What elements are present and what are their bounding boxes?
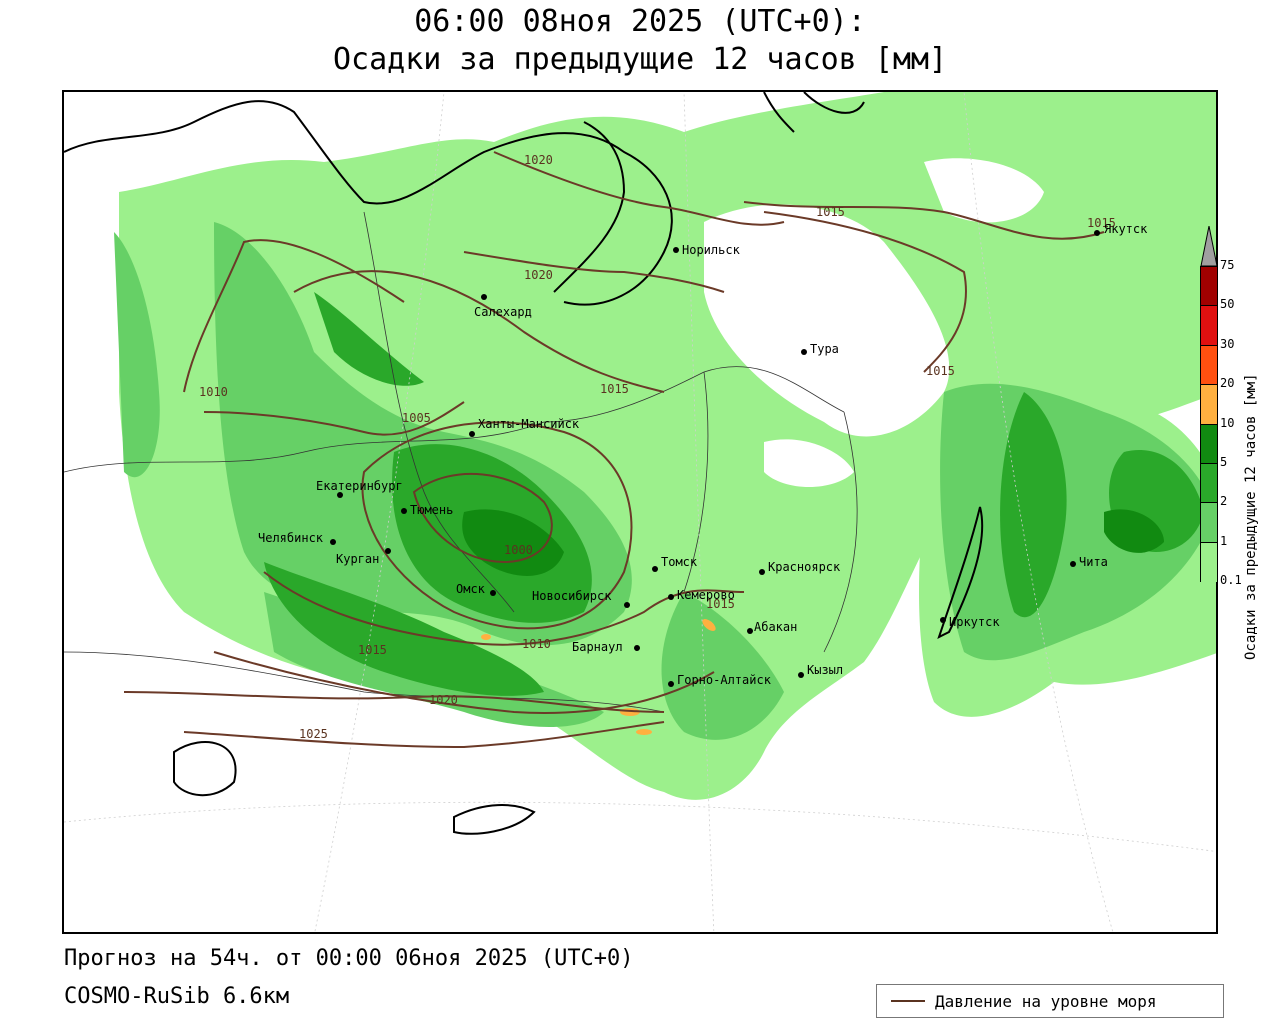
city-label-khanty-mansiysk: Ханты-Мансийск (478, 417, 580, 431)
isobar-labels: 1020 1020 1015 1015 1015 1010 1015 1005 … (199, 153, 1116, 741)
city-label-salekhard: Салехард (474, 305, 532, 319)
precipitation-map: 1020 1020 1015 1015 1015 1010 1015 1005 … (62, 90, 1218, 934)
colorbar-tick-label: 0.1 (1220, 573, 1242, 588)
city-dot (490, 590, 496, 596)
colorbar-tick-label: 1 (1220, 533, 1228, 548)
colorbar-segment (1200, 344, 1218, 386)
city-label-tura: Тура (810, 342, 839, 356)
isobar-legend-label: Давление на уровне моря (935, 991, 1157, 1011)
colorbar-segment (1200, 266, 1218, 307)
colorbar-tick-label: 20 (1220, 376, 1235, 391)
coastline (64, 92, 984, 835)
city-label-chita: Чита (1079, 555, 1108, 569)
city-dot (798, 672, 804, 678)
city-label-tyumen: Тюмень (410, 503, 453, 517)
city-label-kurgan: Курган (336, 552, 379, 566)
isobar-legend: Давление на уровне моря (876, 984, 1224, 1018)
city-dot (401, 508, 407, 514)
colorbar-tick-label: 2 (1220, 494, 1228, 509)
city-dot (652, 566, 658, 572)
colorbar-segment (1200, 384, 1218, 425)
graticule (64, 92, 1216, 932)
city-dot (747, 628, 753, 634)
forecast-info: Прогноз на 54ч. от 00:00 06ноя 2025 (UTC… (64, 946, 634, 971)
colorbar-tick-label: 75 (1220, 258, 1235, 272)
city-label-novosibirsk: Новосибирск (532, 589, 612, 603)
city-label-kyzyl: Кызыл (807, 663, 843, 677)
city-dot (337, 492, 343, 498)
colorbar-tick-label: 5 (1220, 455, 1228, 469)
city-label-kemerovo: Кемерово (677, 588, 735, 602)
city-dot (624, 602, 630, 608)
isobar-label: 1010 (522, 637, 551, 651)
city-dot (940, 617, 946, 623)
isobar-label: 1000 (504, 543, 533, 557)
isobar-label: 1015 (816, 205, 845, 219)
colorbar-segment (1200, 305, 1218, 346)
city-label-barnaul: Барнаул (572, 640, 623, 654)
region-boundaries (64, 211, 858, 713)
colorbar-segment (1200, 423, 1218, 464)
colorbar-segment (1200, 541, 1218, 583)
city-dot (330, 539, 336, 545)
city-label-omsk: Омск (456, 582, 486, 596)
map-title-time: 06:00 08ноя 2025 (UTC+0): (414, 4, 866, 39)
isobar-label: 1015 (706, 597, 735, 611)
city-dot (759, 569, 765, 575)
precipitation-field-intense (462, 509, 1164, 576)
isobar-legend-line (891, 1000, 925, 1002)
city-label-norilsk: Норильск (682, 243, 741, 257)
colorbar-tick-label: 30 (1220, 336, 1235, 351)
city-dot (668, 681, 674, 687)
isobar-label: 1025 (299, 727, 328, 741)
city-dot (1070, 561, 1076, 567)
colorbar-tick-label: 50 (1220, 297, 1235, 312)
city-label-gorno-altaysk: Горно-Алтайск (677, 673, 772, 687)
colorbar-tick-label: 10 (1220, 415, 1235, 430)
city-label-irkutsk: Иркутск (949, 615, 1000, 629)
colorbar-segment (1200, 502, 1218, 543)
city-dot (801, 349, 807, 355)
city-dot (634, 645, 640, 651)
isobars (123, 151, 1105, 749)
isobar-label: 1005 (402, 411, 431, 425)
isobar-label: 1020 (524, 153, 553, 167)
map-title-variable: Осадки за предыдущие 12 часов [мм] (332, 42, 948, 77)
model-name: COSMO-RuSib 6.6км (64, 984, 290, 1009)
isobar-label: 1020 (429, 693, 458, 707)
precipitation-field-white-gaps (704, 158, 1044, 487)
isobar-label: 1015 (600, 382, 629, 396)
city-dot (673, 247, 679, 253)
isobar-label: 1015 (926, 364, 955, 378)
city-label-abakan: Абакан (754, 620, 797, 634)
city-markers: Салехард Норильск Тура Якутск Ханты-Манс… (258, 222, 1148, 687)
city-label-krasnoyarsk: Красноярск (768, 560, 841, 574)
colorbar-top-triangle (1200, 226, 1218, 266)
city-label-yakutsk: Якутск (1104, 222, 1148, 236)
colorbar-segment (1200, 463, 1218, 504)
city-label-chelyabinsk: Челябинск (258, 531, 324, 545)
city-dot (668, 594, 674, 600)
city-dot (481, 294, 487, 300)
city-dot (1094, 230, 1100, 236)
isobar-label: 1015 (358, 643, 387, 657)
city-label-tomsk: Томск (661, 555, 698, 569)
colorbar-title: Осадки за предыдущие 12 часов [мм] (1243, 373, 1259, 660)
precipitation-field-extreme (481, 619, 716, 735)
city-dot (385, 548, 391, 554)
city-label-yekaterinburg: Екатеринбург (316, 479, 403, 493)
city-dot (469, 431, 475, 437)
isobar-label: 1015 (1087, 216, 1116, 230)
isobar-label: 1010 (199, 385, 228, 399)
isobar-label: 1020 (524, 268, 553, 282)
